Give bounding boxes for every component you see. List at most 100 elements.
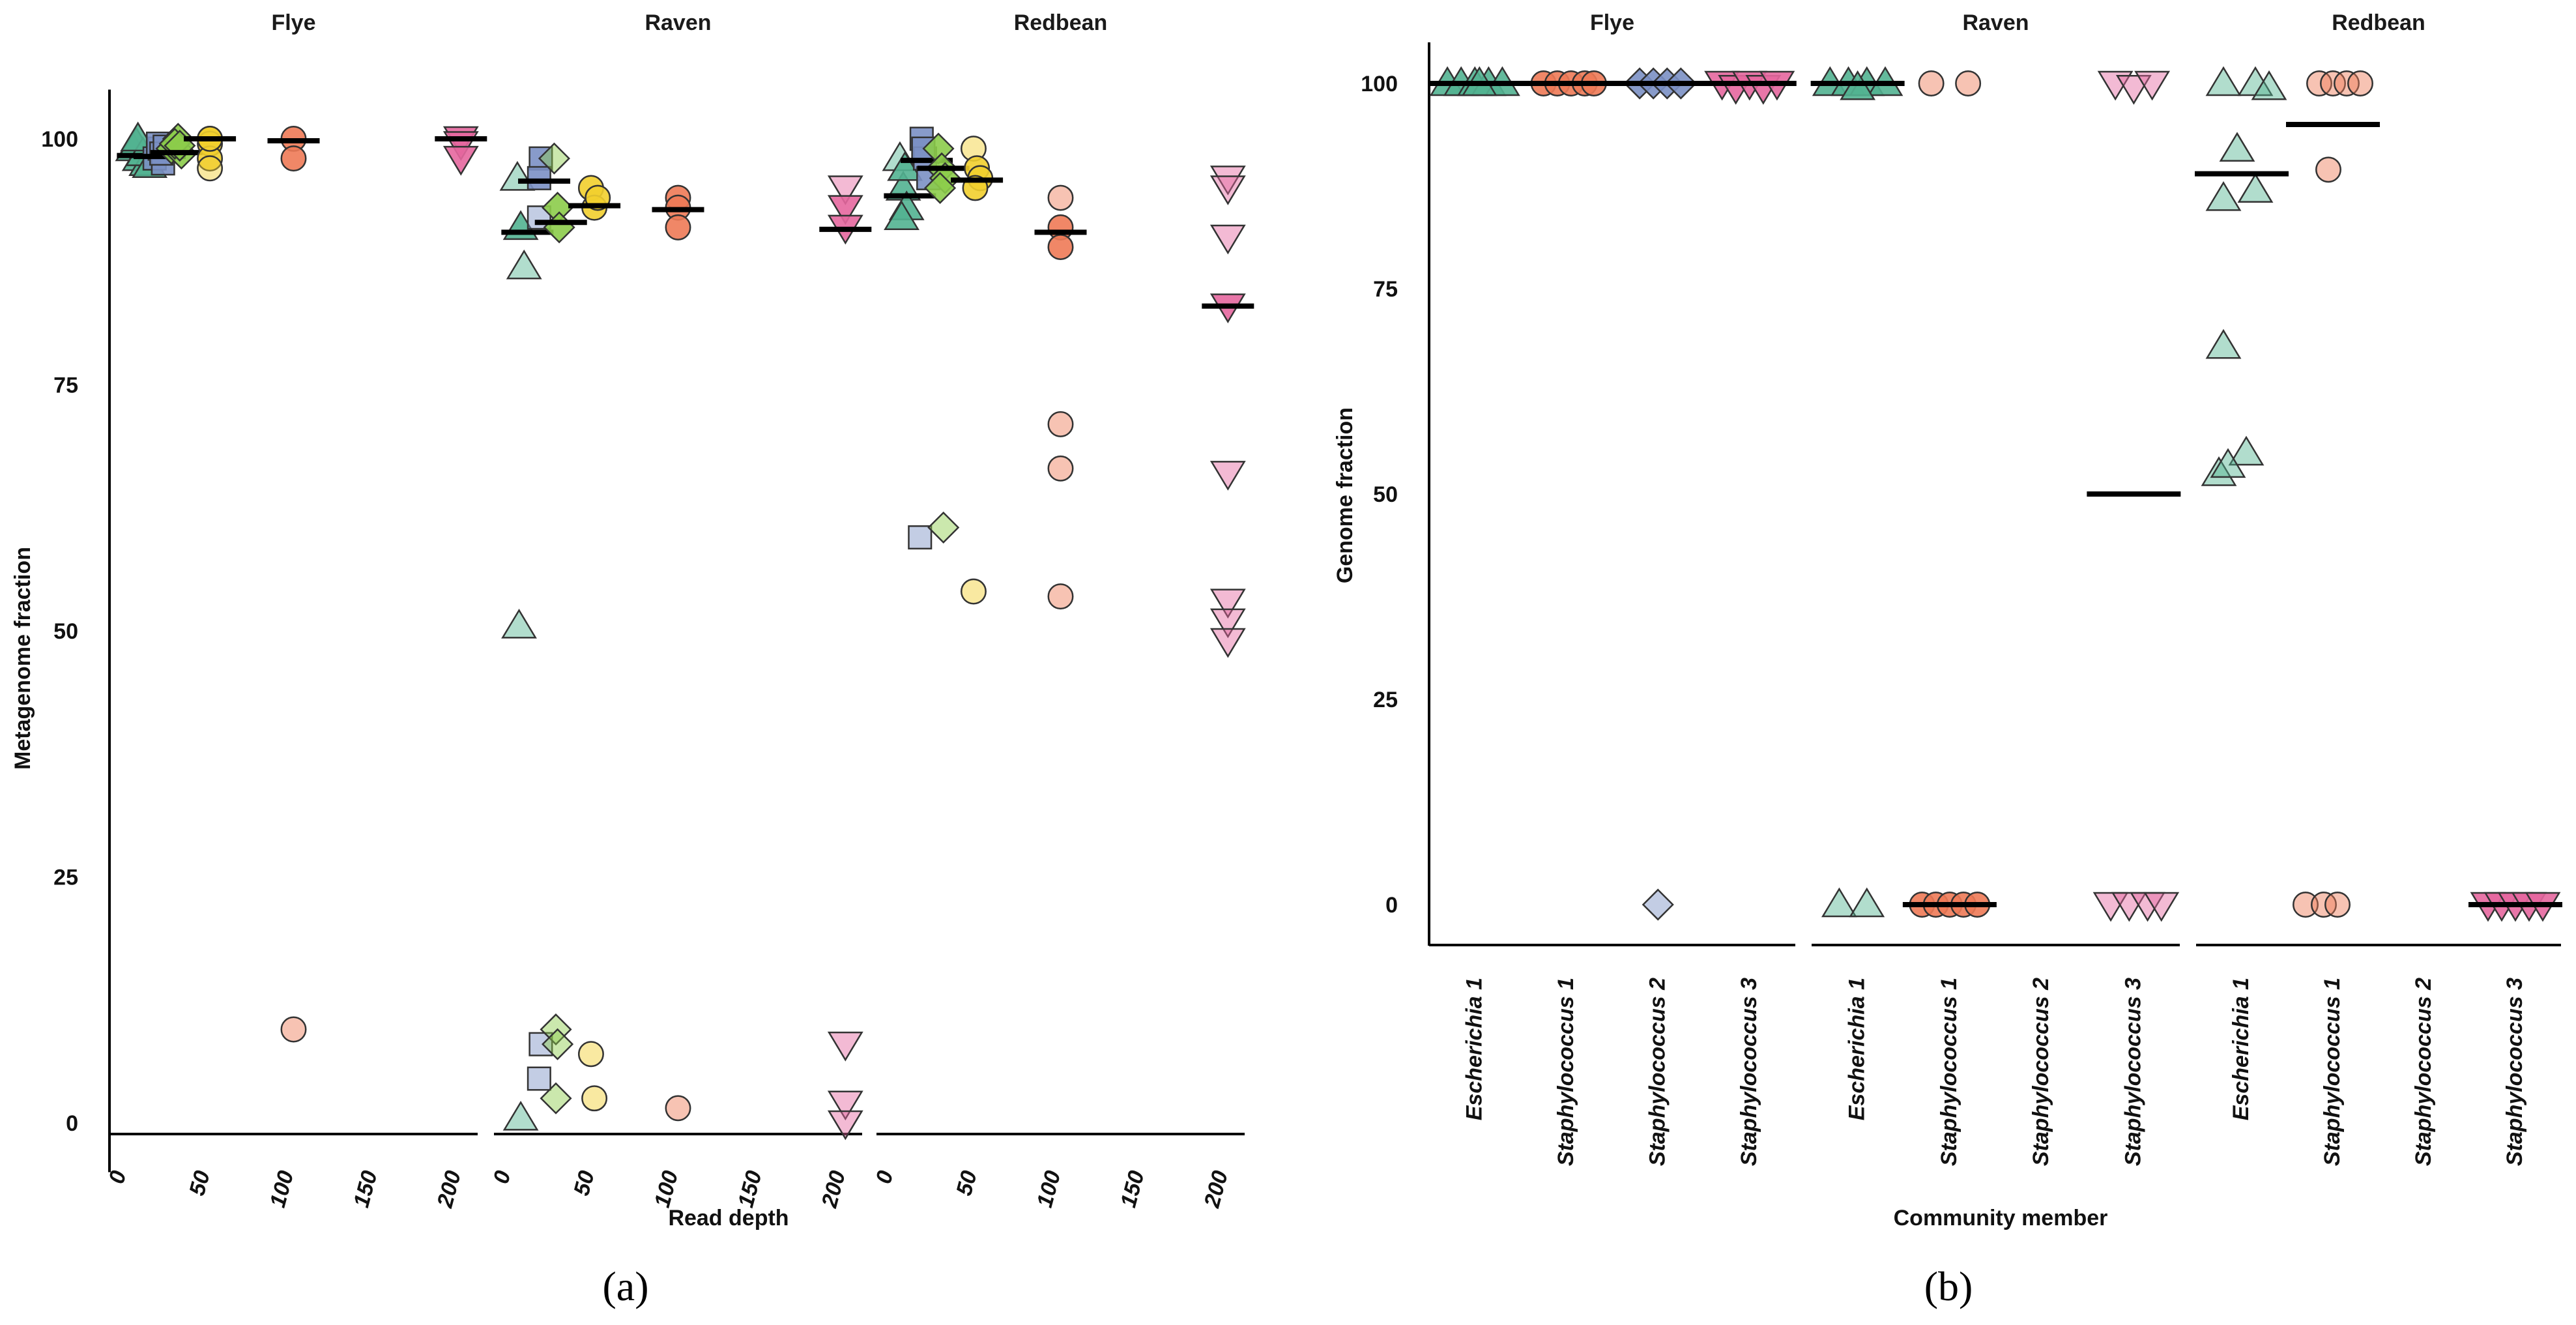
panel-a-y-tick-label: 25 [53,865,78,890]
panel-b-data-point [2334,70,2360,96]
panel-a-data-point [665,214,691,240]
panel-a-data-point [665,1095,691,1122]
panel-b-data-point [1849,887,1885,918]
panel-b-x-tick-label: Escherichia 1 [2229,978,2253,1120]
panel-a-data-point [1047,234,1074,261]
panel-b-x-tick-label: Staphylococcus 1 [1554,978,1578,1166]
panel-a-data-point [528,146,553,171]
panel-a-data-point [1047,583,1074,610]
panel-a-data-point [280,1016,307,1043]
panel-a-y-tick-label: 100 [41,127,78,152]
panel-b-x-tick-label: Staphylococcus 2 [2029,978,2053,1166]
panel-a-data-point [540,1013,572,1046]
panel-a-data-point [540,1082,572,1114]
panel-b-data-point [1918,70,1945,96]
panel-a-data-point [827,195,863,226]
panel-b-y-tick-label: 50 [1373,482,1398,507]
panel-a-data-point [1047,411,1074,437]
panel-a-data-point [827,1110,863,1141]
panel-a-data-point [1047,455,1074,482]
panel-a-data-point [527,166,551,190]
panel-a-facet-title: Raven [644,10,711,35]
panel-a-data-point [1209,589,1246,619]
panel-a-facet-title: Redbean [1014,10,1108,35]
panel-a-chart: 0 25 50 75 100 Flye 0 50 100 150 200 Raven 0 50 100 150… [41,10,1254,1211]
panel-a-data-point [280,145,307,172]
panel-b-data-point [2228,435,2265,466]
panel-b-data-point [2311,892,2337,918]
panel-a-data-point [960,578,987,605]
panel-b-facet-title: Flye [1590,10,1634,35]
panel-b-y-axis-title: Genome fraction [1333,407,1357,583]
panel-b-data-point [2293,892,2319,918]
panel-a-x-tick-label: 150 [1116,1168,1149,1210]
panel-b-y-tick-label: 75 [1373,277,1398,302]
panel-b-x-tick-label: Staphylococcus 3 [1737,978,1761,1166]
panel-b-y-tick-label: 100 [1361,72,1398,96]
panel-a-data-point [527,1066,551,1091]
panel-b-data-point [2205,66,2242,96]
panel-a-x-tick-label: 150 [733,1168,766,1210]
panel-a-data-point [927,511,960,544]
panel-b-data-point [2111,892,2147,922]
panel-b-data-point [1955,70,1982,96]
panel-a-x-tick-label: 50 [951,1168,982,1198]
panel-b-data-point [2134,70,2171,101]
panel-b-x-tick-label: Staphylococcus 2 [1645,978,1670,1166]
panel-a-data-point [1209,628,1246,658]
panel-a-y-tick-label: 50 [53,619,78,644]
panel-a-data-point [908,525,933,550]
panel-a-data-point [538,142,571,175]
panel-b-facet-title: Raven [1962,10,2029,35]
panel-a-data-point [884,200,919,230]
panel-b-data-point [2092,892,2129,922]
panel-a-data-point [542,1028,574,1060]
panel-a-x-tick-label: 50 [184,1168,215,1198]
panel-a-x-tick-label: 100 [650,1168,683,1210]
panel-a-y-tick-label: 75 [53,373,78,398]
panel-a-y-axis-title: Metagenome fraction [10,547,35,770]
panel-b-data-point [2347,70,2373,96]
panel-b-data-point [1642,888,1674,921]
panel-b-data-point [2315,156,2341,183]
panel-b-data-point [2219,132,2255,162]
panel-b-data-point [2306,70,2332,96]
panel-b-x-tick-label: Staphylococcus 2 [2411,978,2436,1166]
panel-a-y-tick-label: 0 [66,1111,78,1136]
panel-a-label: (a) [602,1263,648,1309]
panel-a-data-point [827,175,863,205]
panel-b-x-tick-label: Escherichia 1 [1462,978,1486,1120]
panel-b-data-point [2320,70,2346,96]
panel-a-x-tick-label: 100 [265,1168,298,1210]
panel-a-data-point [1047,184,1074,211]
panel-a-data-point [442,145,479,176]
panel-b-data-point [1821,887,1857,918]
panel-b-y-tick-label: 0 [1385,893,1398,918]
panel-a-x-axis-title: Read depth [668,1206,789,1230]
panel-a-x-tick-label: 150 [349,1168,382,1210]
panel-a-data-point [501,608,537,639]
panel-a-data-point [1209,608,1246,639]
panel-a-data-point [827,1090,863,1121]
panel-b-x-tick-label: Staphylococcus 1 [1937,978,1961,1166]
panel-b-x-tick-label: Staphylococcus 1 [2320,978,2345,1166]
panel-a-x-tick-label: 200 [817,1168,850,1211]
panel-a-data-point [1209,461,1246,491]
panel-b-data-point [2205,181,2242,211]
panel-a-data-point [827,1031,863,1062]
panel-b-data-point [2210,448,2246,478]
panel-b-data-point [2201,456,2237,486]
panel-a-x-tick-label: 0 [104,1168,132,1186]
panel-a-x-tick-label: 200 [432,1168,466,1211]
panel-a-x-tick-label: 200 [1199,1168,1233,1211]
panel-a-x-tick-label: 0 [489,1168,516,1186]
panel-a-data-point [1209,166,1246,196]
panel-a-data-point [924,171,957,205]
panel-b-data-point [2205,328,2242,359]
panel-a-data-point [1209,175,1246,205]
panel-b-x-axis-title: Community member [1894,1206,2108,1230]
panel-b-x-tick-label: Staphylococcus 3 [2120,978,2145,1166]
panel-a-data-point [577,1041,604,1068]
panel-b-label: (b) [1924,1263,1973,1309]
